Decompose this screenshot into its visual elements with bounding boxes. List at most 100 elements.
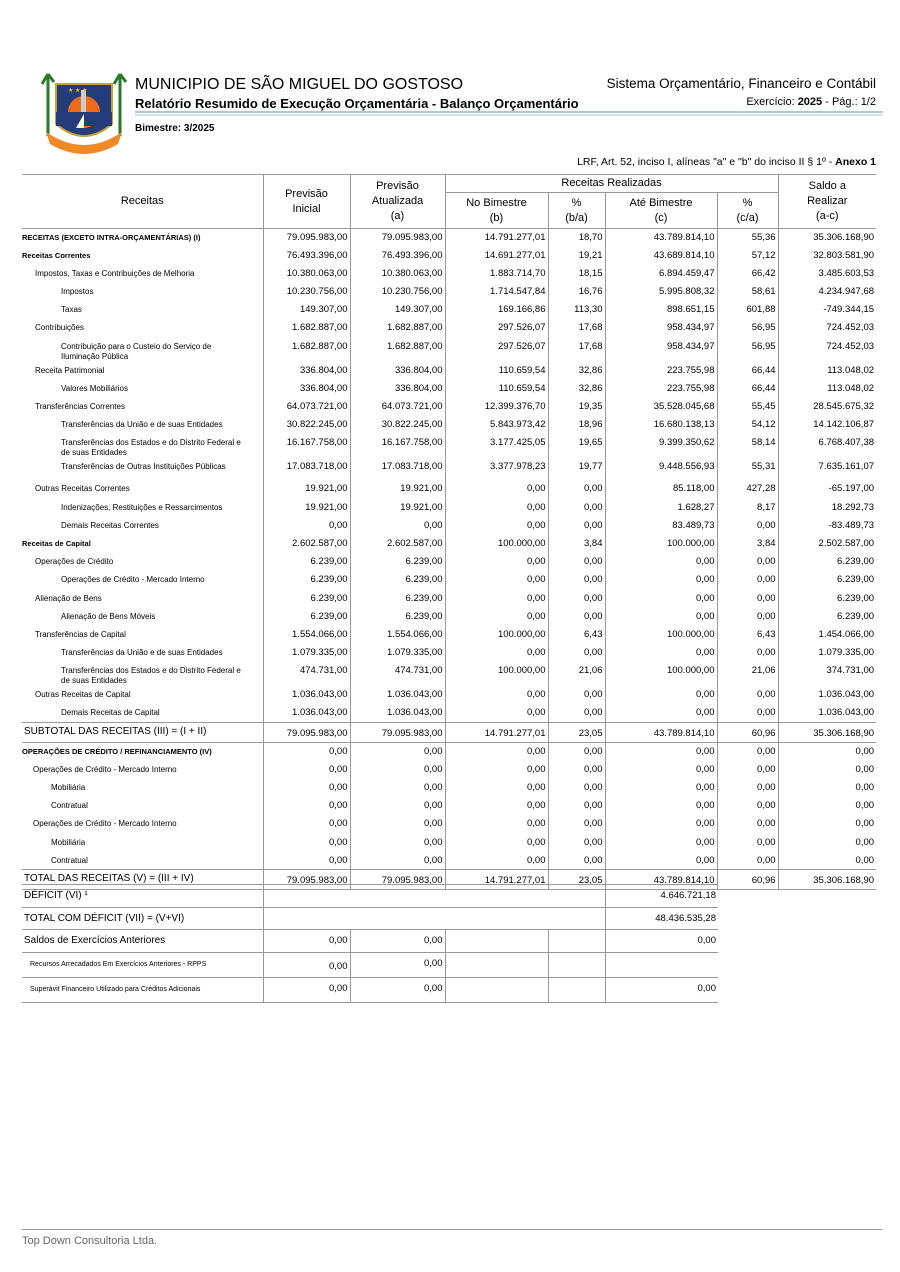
row-label: Receitas de Capital [22, 538, 91, 548]
cell-pct-ba: 0,00 [547, 686, 605, 705]
cell-saldo: 28.545.675,32 [777, 398, 877, 417]
superavit-prev-atualizada: 0,00 [349, 976, 445, 1003]
cell-prev-atualizada: 1.036.043,00 [349, 704, 445, 723]
row-label: Mobiliária [51, 783, 86, 792]
table-row: Mobiliária 0,00 0,00 0,00 0,00 0,00 0,00 0,00 [22, 779, 877, 798]
cell-pct-ba: 0,00 [547, 589, 605, 608]
cell-pct-ca: 55,36 [716, 228, 779, 247]
row-label: Impostos [61, 287, 94, 297]
empty-cell [444, 976, 548, 1003]
col-ate-bimestre: Até Bimestre (c) [604, 192, 717, 229]
cell-prev-inicial: 64.073.721,00 [262, 398, 350, 417]
col-a: (a) [390, 210, 405, 222]
legal-reference: LRF, Art. 52, inciso I, alíneas "a" e "b… [577, 156, 876, 168]
cell-pct-ba: 19,77 [547, 458, 605, 481]
cell-prev-inicial: 1.036.043,00 [262, 686, 350, 705]
table-row: Indenizações, Restituições e Ressarcimen… [22, 498, 877, 517]
cell-saldo: 113.048,02 [777, 379, 877, 398]
cell-pct-ca: 0,00 [716, 644, 779, 663]
cell-prev-atualizada: 10.380.063,00 [349, 264, 445, 284]
cell-prev-inicial: 17.083.718,00 [262, 458, 350, 481]
cell-prev-atualizada: 1.682.887,00 [349, 319, 445, 338]
empty-cell [604, 951, 718, 977]
cell-saldo: 35.306.168,90 [777, 722, 877, 743]
table-body: RECEITAS (EXCETO INTRA-ORÇAMENTÁRIAS) (I… [22, 228, 877, 890]
cell-prev-inicial: 1.554.066,00 [262, 625, 350, 645]
table-row: Demais Receitas Correntes 0,00 0,00 0,00 0,0… [22, 516, 877, 535]
cell-pct-ba: 19,35 [547, 398, 605, 417]
col-c: (c) [654, 211, 668, 224]
row-label: Receita Patrimonial [35, 365, 105, 375]
cell-pct-ca: 0,00 [716, 742, 779, 761]
row-label: Indenizações, Restituições e Ressarcimen… [61, 502, 223, 512]
cell-no-bimestre: 14.791.277,01 [444, 722, 548, 743]
cell-ate-bimestre: 9.399.350,62 [604, 434, 717, 459]
col-pct: % [571, 196, 582, 209]
row-label: Contribuição para o Custeio do Serviço d… [61, 341, 212, 361]
row-label: Transferências Correntes [35, 402, 125, 411]
cell-prev-inicial: 336.804,00 [262, 361, 350, 380]
table-row: Transferências da União e de suas Entida… [22, 416, 877, 435]
total-deficit-value: 48.436.535,28 [604, 906, 718, 930]
cell-saldo: 6.239,00 [777, 553, 877, 572]
table-row: Transferências dos Estados e do Distrito… [22, 434, 877, 459]
cell-prev-atualizada: 6.239,00 [349, 589, 445, 608]
cell-pct-ca: 0,00 [716, 607, 779, 626]
cell-pct-ca: 6,43 [716, 625, 779, 645]
table-row: Taxas 149.307,00 149.307,00 169.166,86 113,3… [22, 301, 877, 320]
cell-ate-bimestre: 0,00 [604, 571, 717, 590]
cell-pct-ba: 21,06 [547, 662, 605, 687]
cell-saldo: 6.239,00 [777, 589, 877, 608]
rpps-prev-inicial: 0,00 [262, 951, 350, 977]
table-row: Demais Receitas de Capital 1.036.043,00 1.… [22, 704, 877, 723]
table-row: Contratual 0,00 0,00 0,00 0,00 0,00 0,00 0,00 [22, 797, 877, 816]
cell-no-bimestre: 0,00 [444, 498, 548, 517]
cell-no-bimestre: 0,00 [444, 851, 548, 870]
cell-prev-inicial: 1.682.887,00 [262, 319, 350, 338]
cell-ate-bimestre: 6.894.459,47 [604, 264, 717, 284]
empty-cell [547, 976, 605, 1003]
annex-label: Anexo 1 [835, 156, 876, 168]
saldos-row: Saldos de Exercícios Anteriores 0,00 0,00 0… [22, 929, 718, 952]
cell-saldo: 6.768.407,38 [777, 434, 877, 459]
cell-prev-atualizada: 0,00 [349, 797, 445, 816]
cell-no-bimestre: 297.526,07 [444, 319, 548, 338]
cell-saldo: 32.803.581,90 [777, 246, 877, 265]
empty-cell [444, 929, 548, 952]
table-row: SUBTOTAL DAS RECEITAS (III) = (I + II) 79… [22, 722, 877, 743]
cell-prev-atualizada: 1.079.335,00 [349, 644, 445, 663]
cell-prev-inicial: 76.493.396,00 [262, 246, 350, 265]
cell-prev-atualizada: 0,00 [349, 742, 445, 761]
row-label: Outras Receitas de Capital [35, 690, 131, 700]
cell-pct-ca: 60,96 [716, 869, 779, 890]
cell-prev-inicial: 79.095.983,00 [262, 722, 350, 743]
deficit-row: DÉFICIT (VI) ¹ 4.646.721,18 [22, 884, 718, 907]
cell-prev-inicial: 0,00 [262, 797, 350, 816]
cell-prev-atualizada: 474.731,00 [349, 662, 445, 687]
cell-saldo: 0,00 [777, 779, 877, 798]
cell-saldo: 2.502.587,00 [777, 534, 877, 554]
cell-saldo: 1.454.066,00 [777, 625, 877, 645]
table-row: Contribuição para o Custeio do Serviço d… [22, 337, 877, 362]
cell-saldo: 1.036.043,00 [777, 704, 877, 723]
table-row: Operações de Crédito - Mercado Interno 0,… [22, 760, 877, 779]
cell-pct-ba: 17,68 [547, 337, 605, 362]
cell-pct-ba: 0,00 [547, 644, 605, 663]
cell-no-bimestre: 12.399.376,70 [444, 398, 548, 417]
cell-prev-inicial: 1.079.335,00 [262, 644, 350, 663]
cell-pct-ca: 8,17 [716, 498, 779, 517]
cell-pct-ba: 0,00 [547, 516, 605, 535]
cell-no-bimestre: 3.377.978,23 [444, 458, 548, 481]
cell-pct-ba: 18,96 [547, 416, 605, 435]
row-label: Transferências de Capital [35, 629, 126, 639]
cell-pct-ba: 0,00 [547, 760, 605, 779]
cell-ate-bimestre: 5.995.808,32 [604, 283, 717, 302]
cell-no-bimestre: 0,00 [444, 815, 548, 834]
cell-pct-ca: 601,88 [716, 301, 779, 320]
table-row: Receitas de Capital 2.602.587,00 2.602.587… [22, 534, 877, 554]
cell-pct-ca: 66,42 [716, 264, 779, 284]
cell-pct-ca: 56,95 [716, 337, 779, 362]
cell-no-bimestre: 14.691.277,01 [444, 246, 548, 265]
cell-pct-ca: 0,00 [716, 571, 779, 590]
superavit-prev-inicial: 0,00 [262, 976, 350, 1003]
